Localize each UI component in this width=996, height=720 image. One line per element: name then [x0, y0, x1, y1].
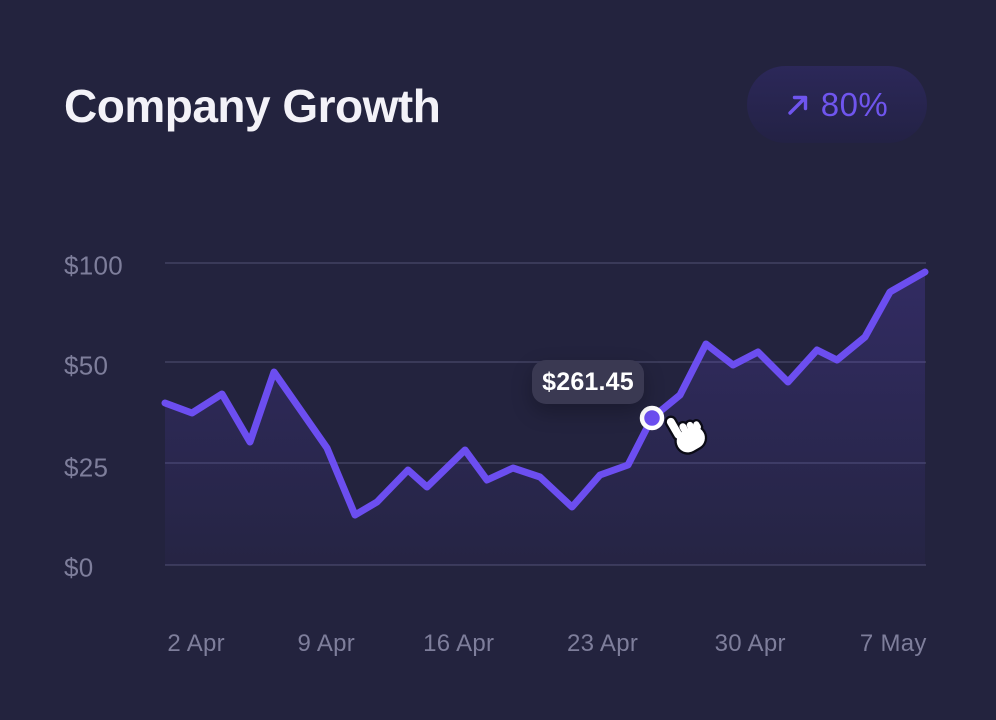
- tooltip-value: $261.45: [542, 367, 634, 396]
- x-axis-tick-label: 23 Apr: [566, 630, 639, 657]
- gridline: [165, 462, 926, 464]
- growth-badge: 80%: [747, 66, 927, 143]
- active-data-point[interactable]: [639, 405, 665, 431]
- y-axis-tick-label: $50: [64, 350, 109, 381]
- x-axis-tick-label: 9 Apr: [297, 630, 356, 657]
- tooltip: $261.45: [532, 360, 644, 404]
- x-axis-tick-label: 16 Apr: [423, 630, 495, 657]
- x-axis-tick-label: 30 Apr: [714, 630, 786, 657]
- series-line[interactable]: [161, 268, 929, 519]
- page-title: Company Growth: [64, 80, 441, 132]
- x-axis-tick-label: 7 May: [859, 630, 927, 657]
- hand-pointer-cursor: [664, 415, 708, 455]
- x-axis: 2 Apr 9 Apr 16 Apr 23 Apr 30 Apr 7 May: [165, 630, 926, 660]
- gridline: [165, 262, 926, 264]
- area-fill: [165, 272, 925, 565]
- x-axis-tick-label: 2 Apr: [167, 630, 225, 657]
- y-axis-tick-label: $100: [64, 250, 124, 281]
- y-axis-tick-label: $0: [64, 552, 94, 583]
- y-axis-tick-label: $25: [64, 452, 109, 483]
- growth-badge-value: 80%: [820, 85, 889, 123]
- line-chart[interactable]: [161, 255, 929, 570]
- arrow-up-right-icon: [788, 95, 807, 115]
